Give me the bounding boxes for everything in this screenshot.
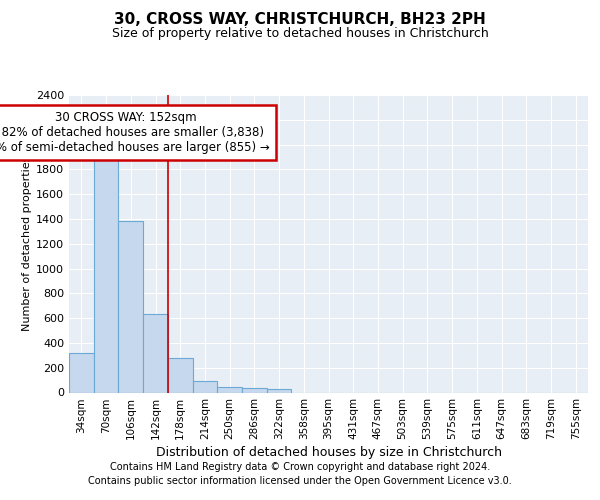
Bar — [143, 314, 168, 392]
Text: Contains HM Land Registry data © Crown copyright and database right 2024.: Contains HM Land Registry data © Crown c… — [110, 462, 490, 472]
Y-axis label: Number of detached properties: Number of detached properties — [22, 156, 32, 332]
Bar — [94, 151, 118, 392]
Bar — [168, 358, 193, 392]
Bar — [69, 353, 94, 393]
Bar — [193, 380, 217, 392]
Text: Size of property relative to detached houses in Christchurch: Size of property relative to detached ho… — [112, 28, 488, 40]
Text: Contains public sector information licensed under the Open Government Licence v3: Contains public sector information licen… — [88, 476, 512, 486]
Bar — [118, 222, 143, 392]
Bar — [217, 387, 242, 392]
Text: 30 CROSS WAY: 152sqm
← 82% of detached houses are smaller (3,838)
18% of semi-de: 30 CROSS WAY: 152sqm ← 82% of detached h… — [0, 111, 270, 154]
Bar — [242, 388, 267, 392]
Text: 30, CROSS WAY, CHRISTCHURCH, BH23 2PH: 30, CROSS WAY, CHRISTCHURCH, BH23 2PH — [114, 12, 486, 28]
Bar — [267, 390, 292, 392]
X-axis label: Distribution of detached houses by size in Christchurch: Distribution of detached houses by size … — [155, 446, 502, 460]
